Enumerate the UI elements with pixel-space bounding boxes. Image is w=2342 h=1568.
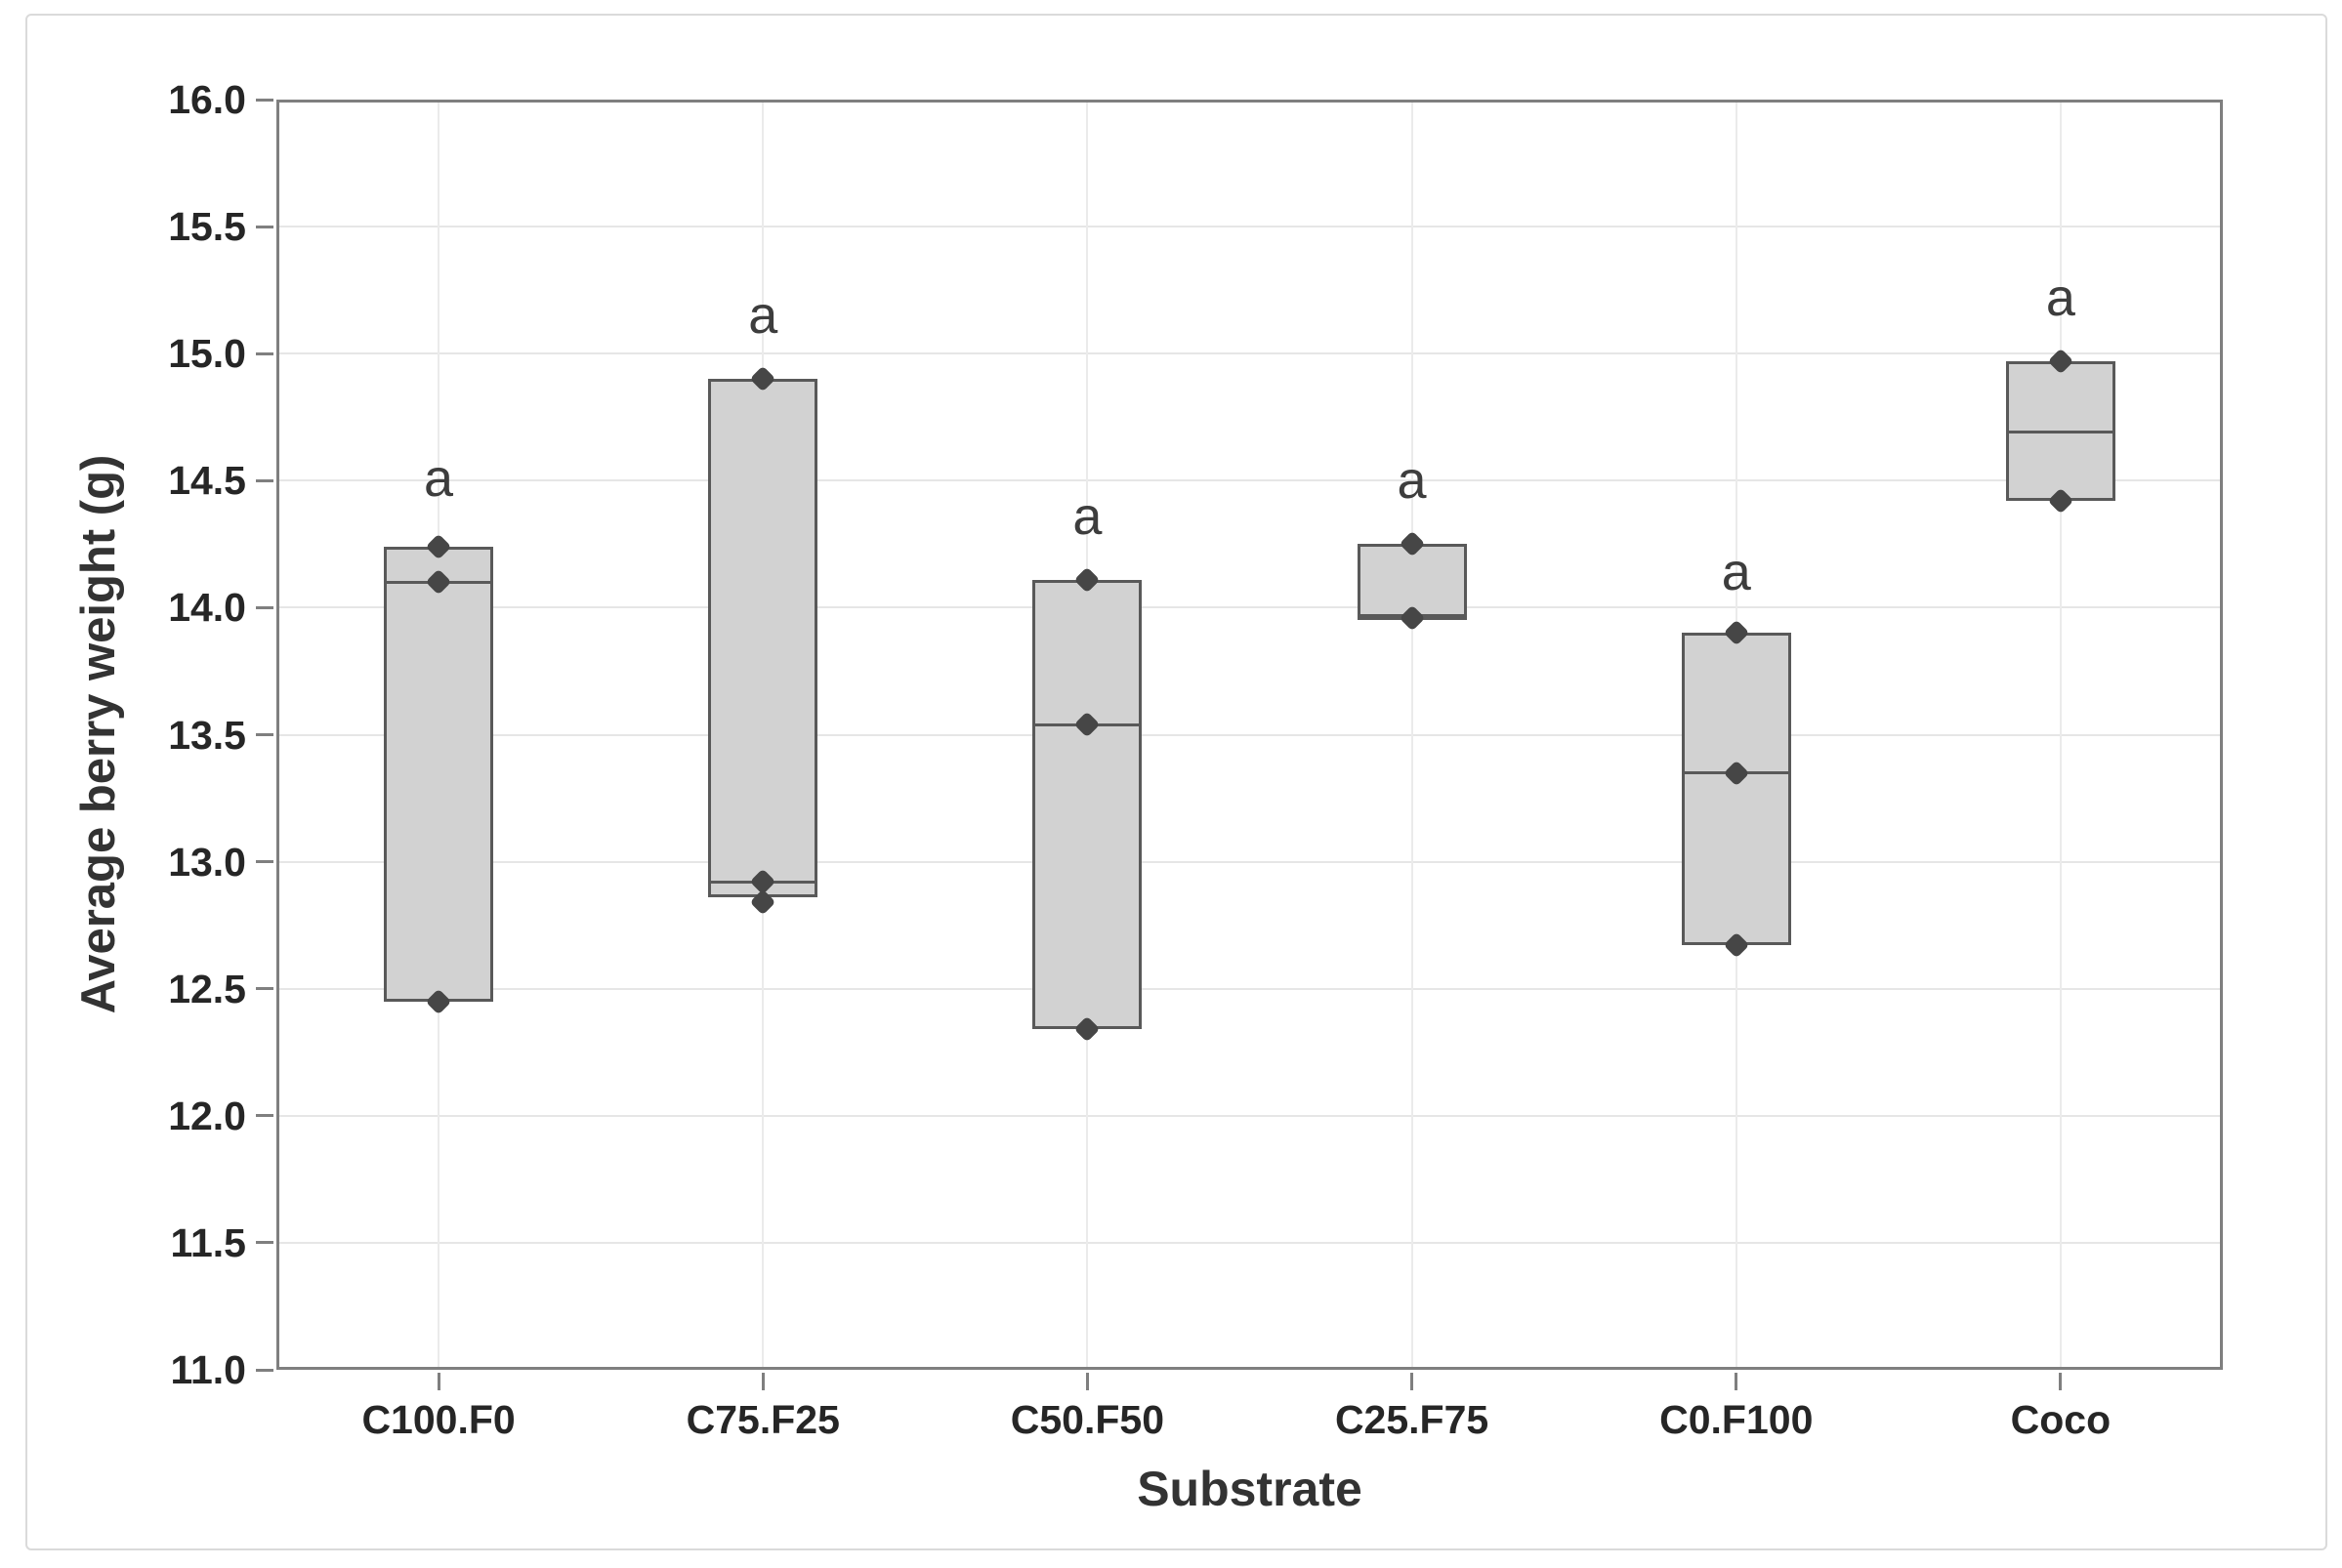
y-tick-label: 13.0	[168, 839, 246, 885]
y-gridline	[276, 352, 2223, 355]
y-tick-mark	[256, 1368, 273, 1372]
y-tick-label: 15.0	[168, 331, 246, 377]
x-tick-mark	[761, 1373, 765, 1390]
x-tick-label: C50.F50	[1010, 1397, 1165, 1442]
x-tick-mark	[1735, 1373, 1738, 1390]
y-tick-label: 12.0	[168, 1093, 246, 1138]
y-tick-mark	[256, 351, 273, 355]
figure-border	[25, 14, 2327, 1550]
x-tick-label: C100.F0	[361, 1397, 516, 1442]
x-tick-mark	[437, 1373, 440, 1390]
boxplot-median-line	[2005, 431, 2115, 434]
y-tick-mark	[256, 225, 273, 228]
x-gridline	[2059, 100, 2062, 1370]
y-tick-mark	[256, 733, 273, 736]
x-gridline	[1410, 100, 1413, 1370]
significance-letter: a	[1072, 486, 1103, 546]
y-tick-label: 11.5	[170, 1219, 246, 1265]
x-tick-label: Coco	[2010, 1397, 2112, 1442]
y-tick-mark	[256, 98, 273, 102]
y-gridline	[276, 860, 2223, 863]
x-tick-label: C75.F25	[686, 1397, 840, 1442]
significance-letter: a	[1397, 451, 1427, 511]
x-tick-mark	[2059, 1373, 2063, 1390]
y-gridline	[276, 987, 2223, 990]
significance-letter: a	[424, 448, 454, 508]
x-tick-label: C25.F75	[1334, 1397, 1489, 1442]
y-gridline	[276, 226, 2223, 228]
x-tick-label: C0.F100	[1659, 1397, 1814, 1442]
y-tick-label: 11.0	[170, 1347, 246, 1392]
plot-area: a a a a a a	[276, 100, 2223, 1370]
plot-frame	[276, 100, 2223, 1370]
y-tick-mark	[256, 860, 273, 864]
y-tick-mark	[256, 1241, 273, 1245]
x-tick-mark	[1410, 1373, 1414, 1390]
y-gridline	[276, 606, 2223, 609]
y-tick-label: 14.0	[168, 585, 246, 631]
x-axis-title: Substrate	[1137, 1462, 1362, 1516]
y-tick-label: 15.5	[168, 204, 246, 250]
y-gridline	[276, 479, 2223, 482]
y-tick-label: 14.5	[168, 458, 246, 504]
significance-letter: a	[1721, 542, 1751, 601]
y-tick-mark	[256, 478, 273, 482]
y-tick-mark	[256, 605, 273, 609]
y-tick-mark	[256, 987, 273, 991]
x-tick-mark	[1085, 1373, 1089, 1390]
significance-letter: a	[2045, 268, 2075, 327]
y-tick-label: 13.5	[168, 712, 246, 758]
y-tick-mark	[256, 1114, 273, 1118]
y-tick-label: 12.5	[168, 966, 246, 1011]
significance-letter: a	[748, 286, 778, 346]
y-gridline	[276, 1241, 2223, 1244]
y-gridline	[276, 733, 2223, 736]
boxplot-box	[708, 379, 818, 898]
boxplot-box	[1032, 579, 1143, 1030]
y-gridline	[276, 1114, 2223, 1117]
y-tick-label: 16.0	[168, 77, 246, 122]
